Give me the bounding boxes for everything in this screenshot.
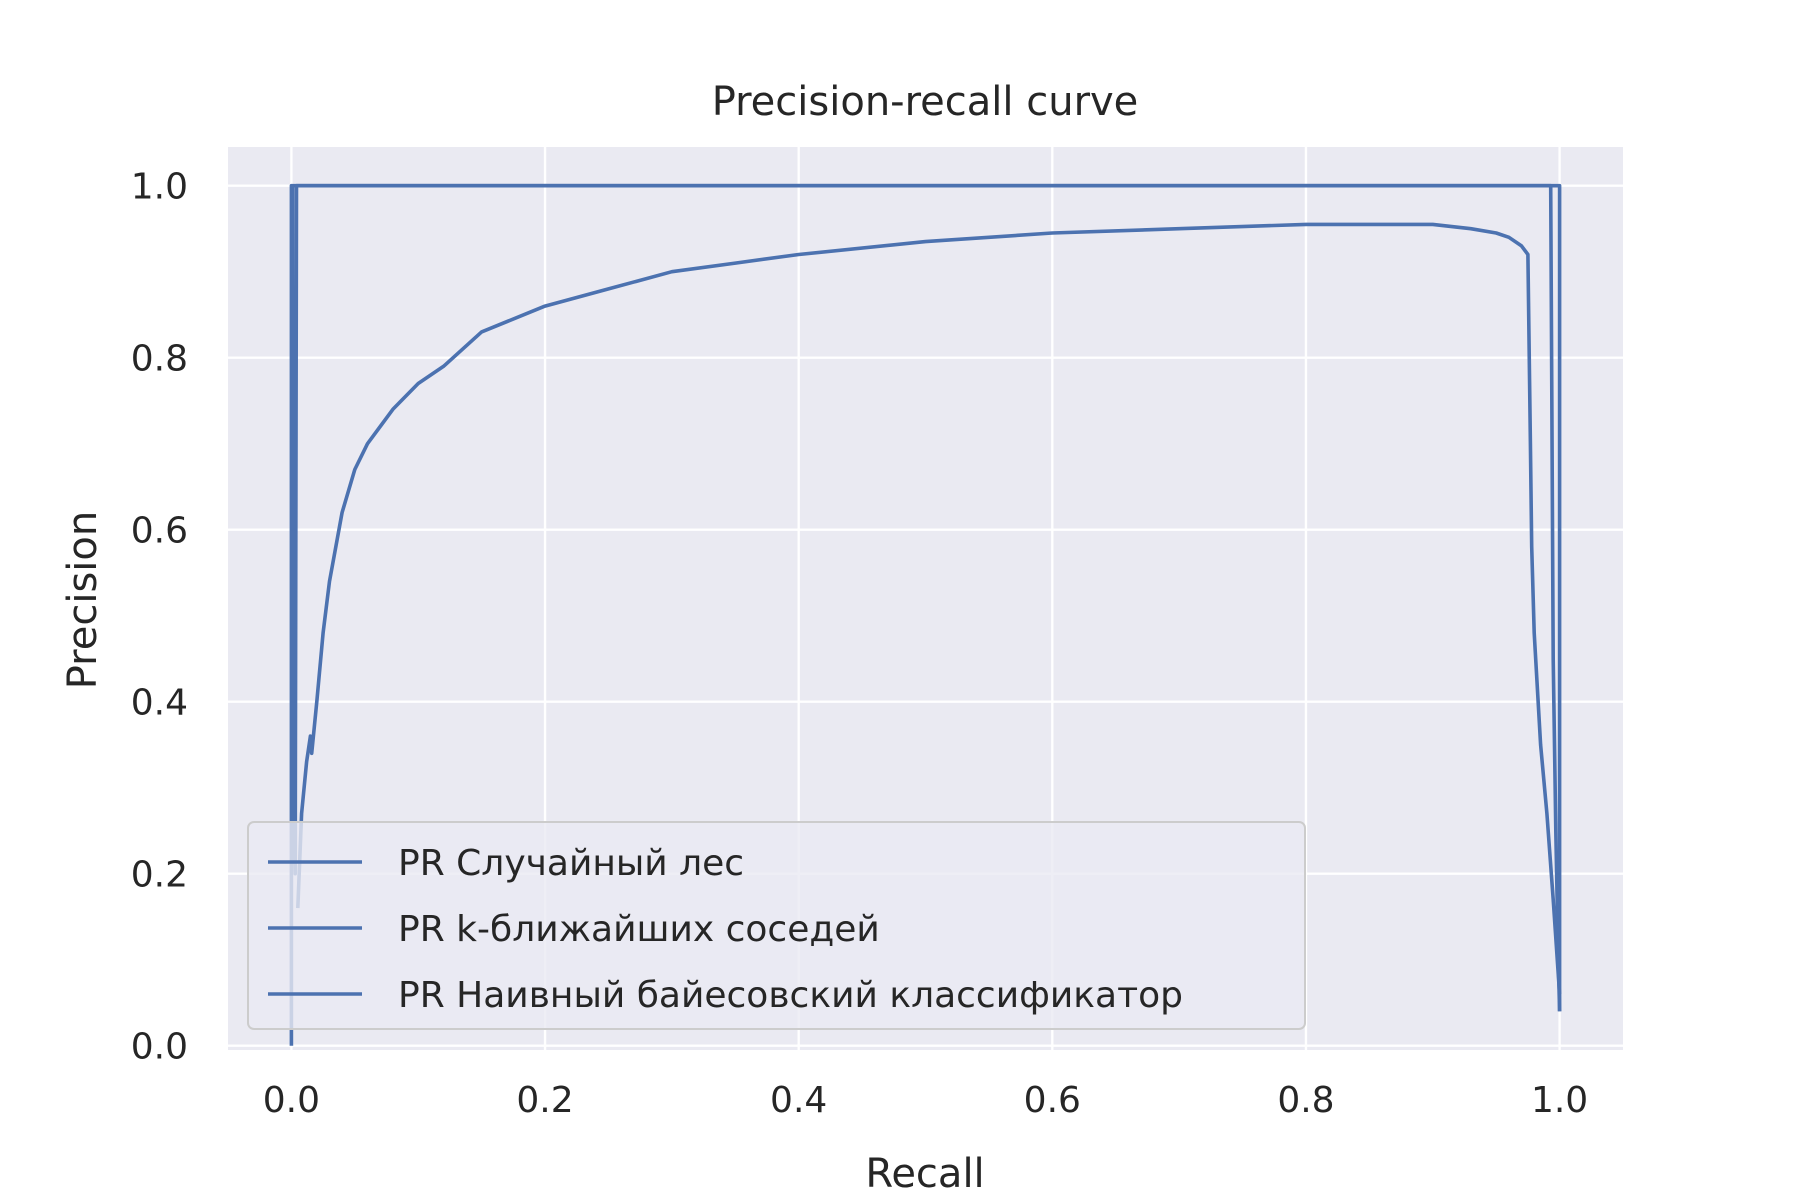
- series-line-2: [290, 183, 1562, 1012]
- legend-label-2: PR k-ближайших соседей: [398, 909, 880, 950]
- legend-label-1: PR Случайный лес: [398, 843, 744, 884]
- x-tick-labels: 0.0 0.2 0.4 0.6 0.8 1.0: [263, 1080, 1588, 1121]
- x-tick-label: 1.0: [1531, 1080, 1588, 1121]
- y-tick-label: 1.0: [131, 167, 188, 208]
- x-tick-label: 0.2: [516, 1080, 573, 1121]
- x-tick-label: 0.0: [263, 1080, 320, 1121]
- x-axis-label: Recall: [865, 1151, 984, 1197]
- series-line-3: [296, 222, 1562, 995]
- x-tick-label: 0.4: [770, 1080, 827, 1121]
- y-axis-label: Precision: [60, 511, 106, 689]
- y-tick-label: 0.0: [131, 1027, 188, 1068]
- series-lines: [289, 183, 1562, 1046]
- x-tick-label: 0.8: [1277, 1080, 1334, 1121]
- legend: PR Случайный лес PR k-ближайших соседей PR…: [247, 821, 1306, 1030]
- x-tick-label: 0.6: [1024, 1080, 1081, 1121]
- y-tick-labels: 0.0 0.2 0.4 0.6 0.8 1.0: [131, 167, 188, 1068]
- chart-title: Precision-recall curve: [712, 79, 1139, 125]
- y-tick-label: 0.2: [131, 855, 188, 896]
- legend-box: [247, 821, 1306, 1030]
- legend-label-3: PR Наивный байесовский классификатор: [398, 975, 1183, 1016]
- y-tick-label: 0.6: [131, 511, 188, 552]
- y-tick-label: 0.8: [131, 339, 188, 380]
- y-tick-label: 0.4: [131, 683, 188, 724]
